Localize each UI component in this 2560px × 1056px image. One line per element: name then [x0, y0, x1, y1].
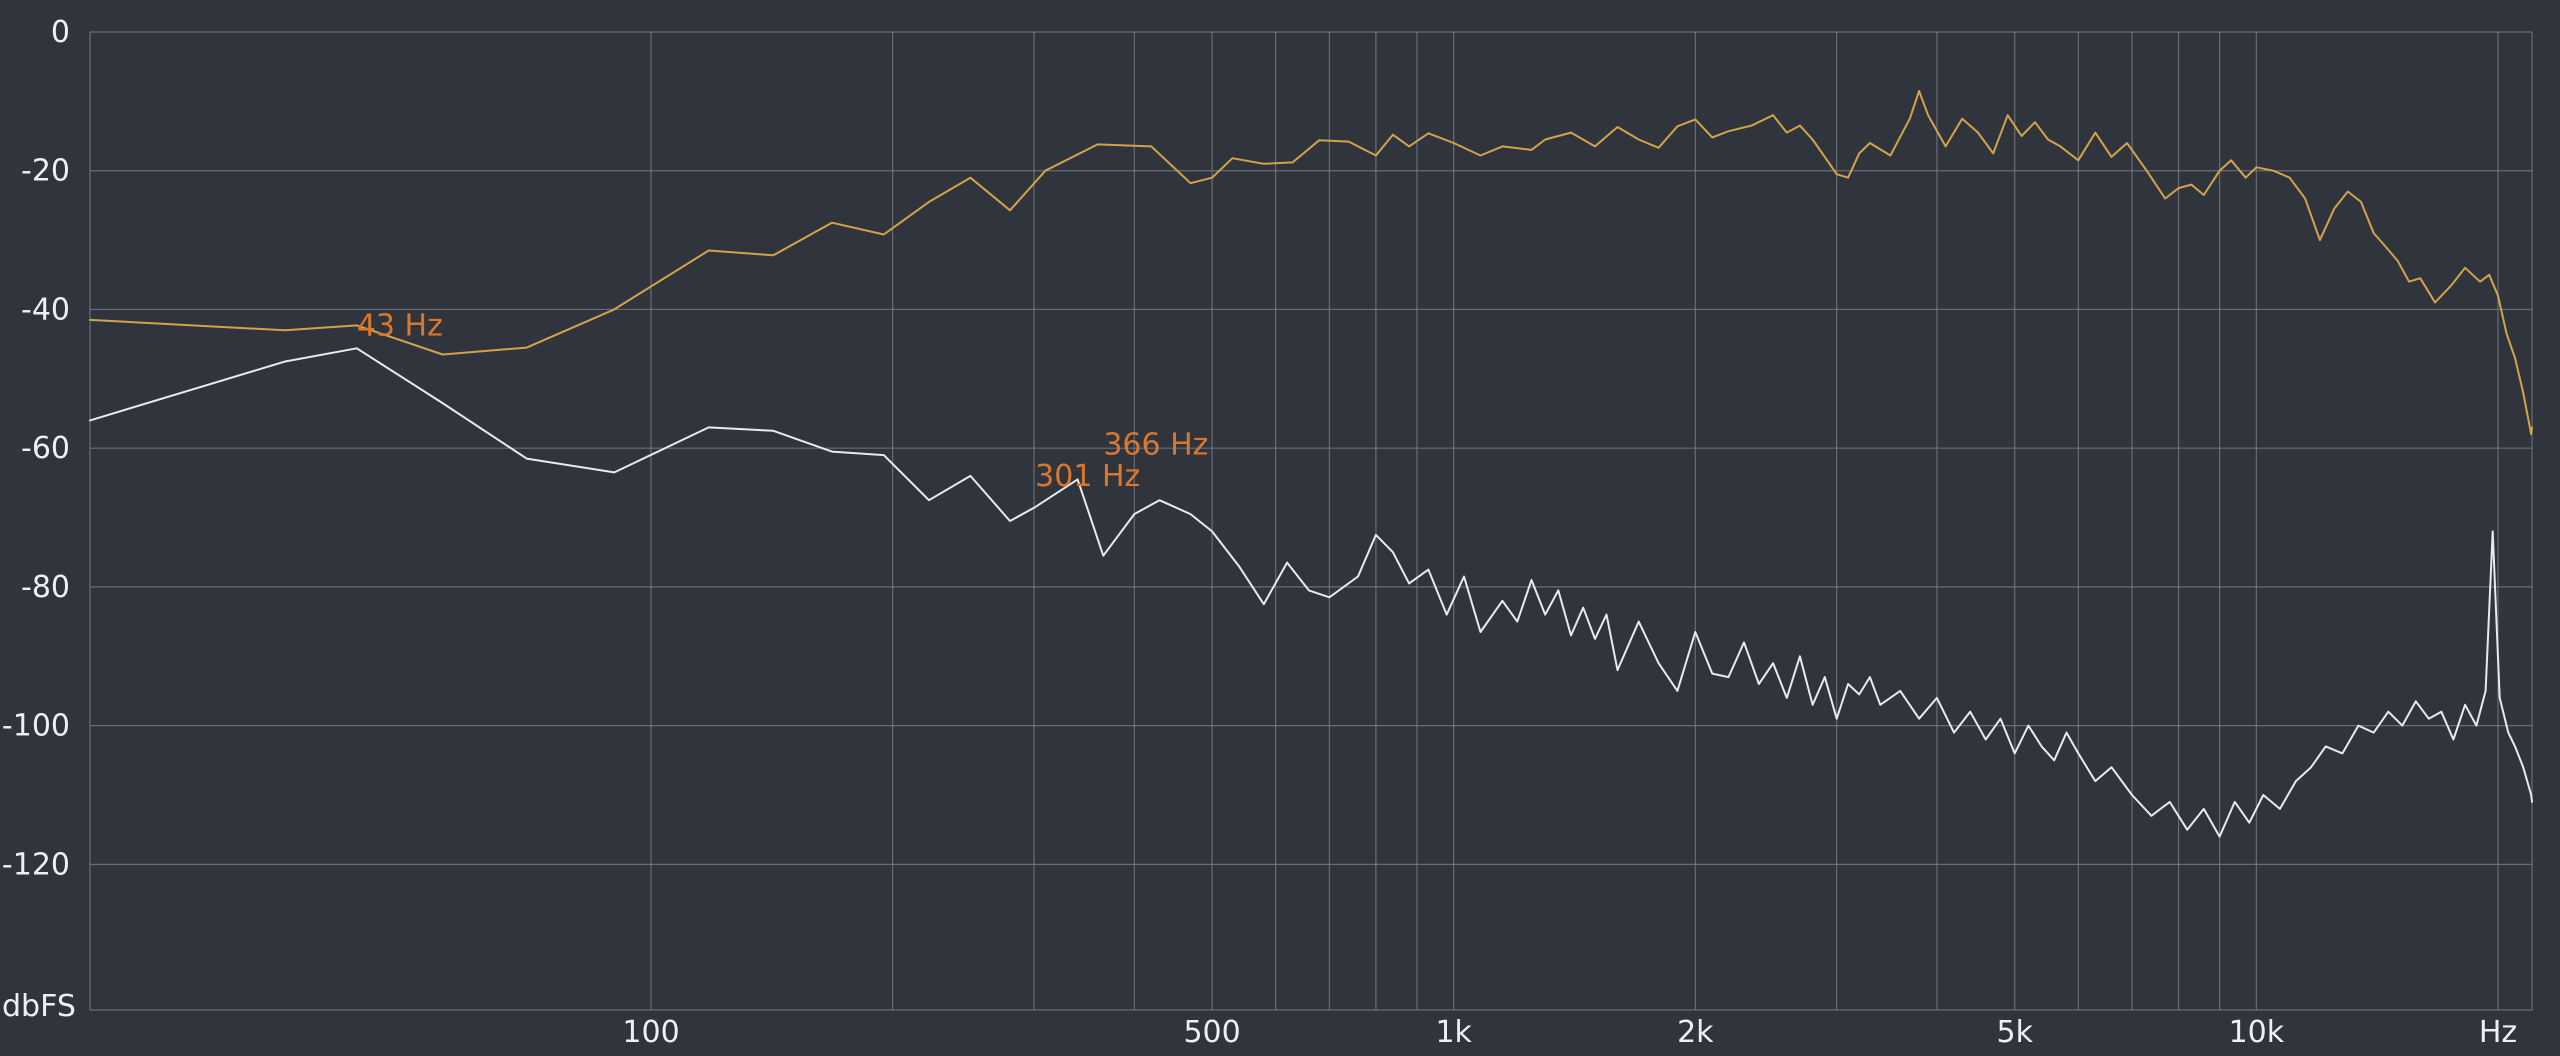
x-tick-label: 10k: [2229, 1015, 2285, 1050]
y-tick-label: -120: [2, 847, 70, 882]
x-tick-label: 500: [1183, 1015, 1240, 1050]
frequency-marker-label: 43 Hz: [357, 308, 443, 343]
x-tick-label: 5k: [1996, 1015, 2033, 1050]
y-tick-label: -60: [21, 431, 70, 466]
series-traces: [89, 90, 2533, 838]
frequency-marker-label: 366 Hz: [1103, 428, 1208, 463]
y-tick-label: -40: [21, 292, 70, 327]
frequency-marker-label: 301 Hz: [1035, 459, 1140, 494]
axis-tick-labels: 0 -20 -40 -60 -80 -100 -120 100 500 1k 2k 5k 10k Hz: [2, 15, 2517, 1050]
x-tick-label: Hz: [2479, 1015, 2517, 1050]
x-tick-label: 2k: [1677, 1015, 1714, 1050]
y-tick-label: -80: [21, 570, 70, 605]
y-tick-label: -100: [2, 709, 70, 744]
x-tick-label: 100: [622, 1015, 679, 1050]
series-line-2: [89, 347, 2533, 838]
y-axis-unit-label: dbFS: [2, 989, 76, 1024]
x-tick-label: 1k: [1435, 1015, 1472, 1050]
y-tick-label: -20: [21, 154, 70, 189]
series-line-1: [89, 90, 2533, 436]
grid: [89, 31, 2533, 1011]
y-tick-label: 0: [51, 15, 70, 50]
